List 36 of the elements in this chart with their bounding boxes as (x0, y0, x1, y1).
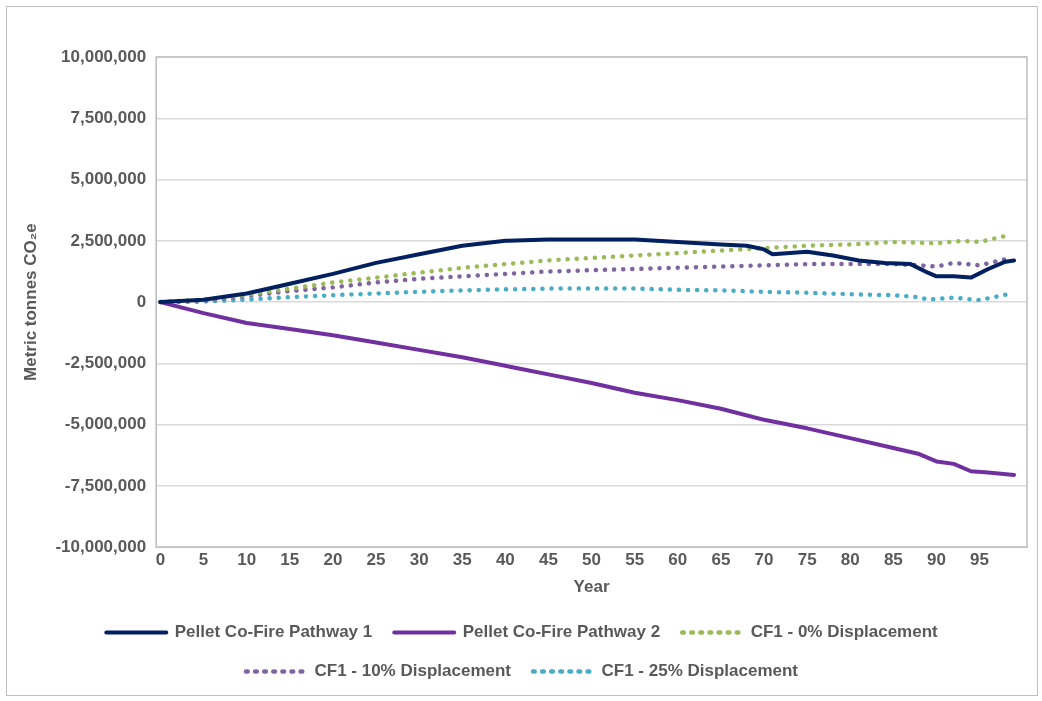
x-tick-label: 50 (582, 550, 602, 570)
y-tick-label: 2,500,000 (70, 230, 147, 250)
y-axis-title: Metric tonnes CO₂e (20, 223, 40, 381)
x-tick-label: 30 (409, 550, 429, 570)
legend-label: CF1 - 10% Displacement (314, 661, 512, 681)
x-tick-label: 5 (198, 550, 209, 570)
y-tick-label: 7,500,000 (70, 107, 147, 127)
x-tick-label: 70 (754, 550, 774, 570)
y-tick-label: -7,500,000 (64, 475, 147, 495)
x-tick-label: 20 (323, 550, 343, 570)
x-tick-label: 65 (711, 550, 731, 570)
y-tick-label: 10,000,000 (61, 46, 147, 66)
legend-label: CF1 - 25% Displacement (601, 661, 799, 681)
x-tick-label: 90 (927, 550, 946, 570)
x-tick-label: 35 (452, 550, 472, 570)
x-tick-label: 15 (280, 550, 300, 570)
x-tick-label: 0 (155, 550, 166, 570)
x-tick-label: 25 (366, 550, 386, 570)
legend-label: CF1 - 0% Displacement (750, 622, 939, 642)
x-axis-title: Year (573, 577, 610, 597)
x-tick-label: 55 (625, 550, 645, 570)
y-tick-label: -2,500,000 (64, 353, 147, 373)
x-tick-label: 80 (840, 550, 860, 570)
x-tick-label: 95 (970, 550, 990, 570)
legend-label: Pellet Co-Fire Pathway 2 (462, 622, 661, 642)
x-tick-label: 75 (797, 550, 817, 570)
y-tick-label: -5,000,000 (64, 414, 147, 434)
y-tick-label: 5,000,000 (70, 169, 147, 189)
x-tick-label: 45 (539, 550, 558, 570)
x-tick-label: 40 (495, 550, 515, 570)
x-tick-label: 10 (237, 550, 257, 570)
legend-label: Pellet Co-Fire Pathway 1 (174, 622, 373, 642)
x-tick-label: 85 (883, 550, 903, 570)
y-tick-label: 0 (136, 291, 147, 311)
y-tick-label: -10,000,000 (55, 536, 147, 556)
x-tick-label: 60 (668, 550, 688, 570)
